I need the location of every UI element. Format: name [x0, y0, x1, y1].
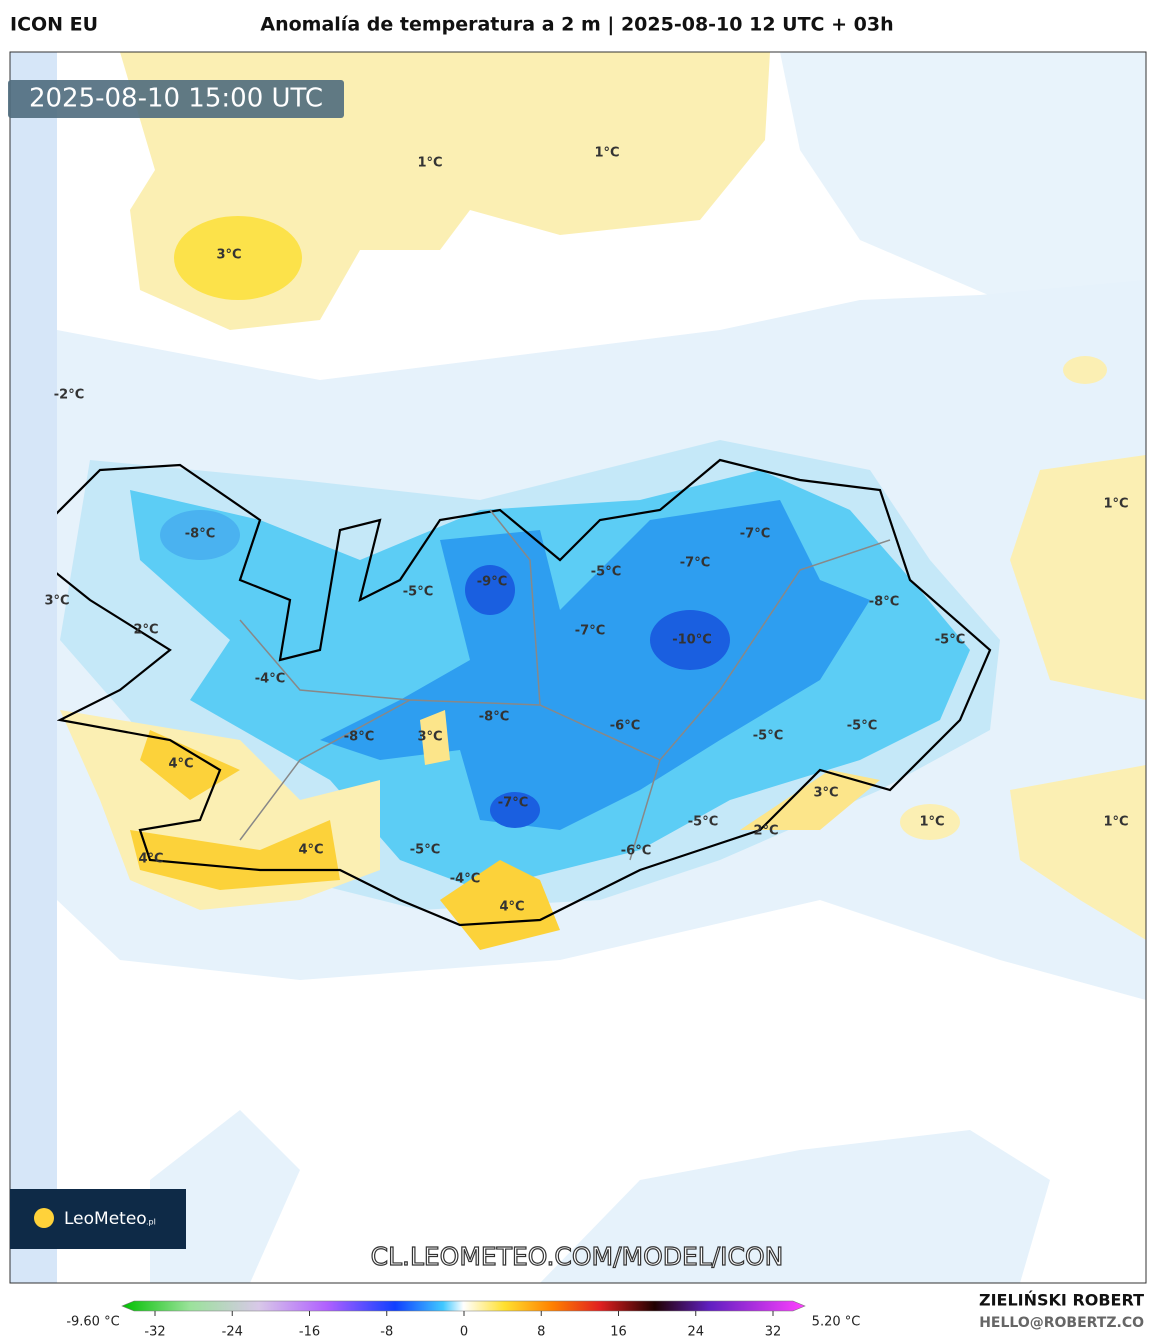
- cool-area: [150, 1110, 300, 1283]
- iceland-coldest: [320, 500, 870, 830]
- warm-area: [1063, 356, 1107, 384]
- map-label: -5°C: [935, 633, 965, 648]
- warm-area: [1010, 765, 1146, 940]
- map-label: 3°C: [417, 730, 442, 745]
- map-label: 4°C: [298, 843, 323, 858]
- map-label: -9°C: [477, 575, 507, 590]
- colorbar-max: 5.20 °C: [812, 1315, 861, 1330]
- map-label: -8°C: [869, 595, 899, 610]
- map-label: -5°C: [403, 585, 433, 600]
- map-label: -4°C: [450, 872, 480, 887]
- map-label: -2°C: [54, 388, 84, 403]
- map-label: 4°C: [168, 757, 193, 772]
- warm-core: [174, 216, 302, 300]
- cold-core: [465, 565, 515, 615]
- model-name: ICON EU: [10, 14, 98, 36]
- map-label: 2°C: [753, 824, 778, 839]
- colorbar-tick-label: 32: [765, 1325, 782, 1340]
- colorbar-tick-label: 16: [610, 1325, 627, 1340]
- logo-sun: [34, 1208, 54, 1228]
- map-label: -5°C: [410, 843, 440, 858]
- cold-core: [490, 792, 540, 828]
- author: ZIELIŃSKI ROBERT: [979, 1291, 1144, 1310]
- colorbar-tick-label: -16: [299, 1325, 320, 1340]
- map-label: -4°C: [255, 672, 285, 687]
- map-label: -5°C: [847, 719, 877, 734]
- watermark: CL.LEOMETEO.COM/MODEL/ICON: [371, 1242, 784, 1271]
- timestamp: 2025-08-10 15:00 UTC: [29, 84, 323, 114]
- map-label: 1°C: [919, 815, 944, 830]
- map-label: 1°C: [594, 146, 619, 161]
- map-label: -7°C: [498, 796, 528, 811]
- colorbar-min: -9.60 °C: [66, 1315, 119, 1330]
- map-label: -5°C: [591, 565, 621, 580]
- map-label: 1°C: [417, 156, 442, 171]
- map-label: 2°C: [133, 623, 158, 638]
- colorbar: [121, 1300, 806, 1312]
- logo-suffix: .pl: [146, 1218, 156, 1227]
- cold-core: [650, 610, 730, 670]
- map-label: -10°C: [672, 633, 712, 648]
- colorbar-ticks: -32 -24 -16 -8 0 8 16 24 32: [144, 1311, 782, 1340]
- map-label: -8°C: [479, 710, 509, 725]
- map-title: Anomalía de temperatura a 2 m | 2025-08-…: [260, 14, 893, 36]
- colorbar-tick-label: 24: [687, 1325, 704, 1340]
- map-label: 4°C: [499, 900, 524, 915]
- map-label: 1°C: [1103, 497, 1128, 512]
- warm-area: [900, 804, 960, 840]
- map-label: -7°C: [740, 527, 770, 542]
- contact: HELLO@ROBERTZ.CO: [979, 1315, 1144, 1331]
- colorbar-tick-label: -8: [380, 1325, 393, 1340]
- map-label: -5°C: [753, 729, 783, 744]
- colorbar-tick-label: 0: [460, 1325, 468, 1340]
- map-label: 3°C: [216, 248, 241, 263]
- cold-core: [160, 510, 240, 560]
- map-label: -8°C: [185, 527, 215, 542]
- map-label: -7°C: [680, 556, 710, 571]
- warm-area: [420, 710, 450, 765]
- edge-strip: [10, 52, 57, 1283]
- map-label: 3°C: [813, 786, 838, 801]
- region-border: [239, 509, 891, 861]
- coastline: [38, 458, 992, 927]
- colorbar-tick-label: 8: [537, 1325, 545, 1340]
- map-label: 4°C: [138, 852, 163, 867]
- map: 1°C 1°C 3°C -2°C 1°C -8°C -7°C -5°C -7°C -9°C -5°C…: [10, 52, 1146, 1283]
- map-label: 3°C: [44, 594, 69, 609]
- map-label: -8°C: [344, 730, 374, 745]
- colorbar-tick-label: -24: [222, 1325, 243, 1340]
- map-frame: [9, 51, 1147, 1284]
- map-label: -6°C: [610, 719, 640, 734]
- map-label: -7°C: [575, 624, 605, 639]
- map-label: 1°C: [1103, 815, 1128, 830]
- map-label: -5°C: [688, 815, 718, 830]
- timestamp-box: [8, 80, 344, 118]
- cool-area: [540, 1130, 1050, 1283]
- map-labels: 1°C 1°C 3°C -2°C 1°C -8°C -7°C -5°C -7°C -9°C -5°C…: [44, 146, 1128, 915]
- warm-core: [130, 820, 340, 890]
- warm-area: [1010, 455, 1146, 700]
- colorbar-tick-label: -32: [144, 1325, 165, 1340]
- warm-core: [440, 860, 560, 950]
- logo-name: LeoMeteo: [64, 1209, 147, 1229]
- map-label: -6°C: [621, 844, 651, 859]
